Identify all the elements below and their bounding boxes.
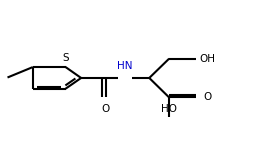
Text: O: O — [203, 93, 212, 102]
Text: OH: OH — [199, 54, 215, 64]
Text: HO: HO — [161, 104, 177, 114]
Text: S: S — [62, 53, 69, 63]
Text: O: O — [102, 104, 110, 114]
Text: HN: HN — [117, 61, 133, 71]
